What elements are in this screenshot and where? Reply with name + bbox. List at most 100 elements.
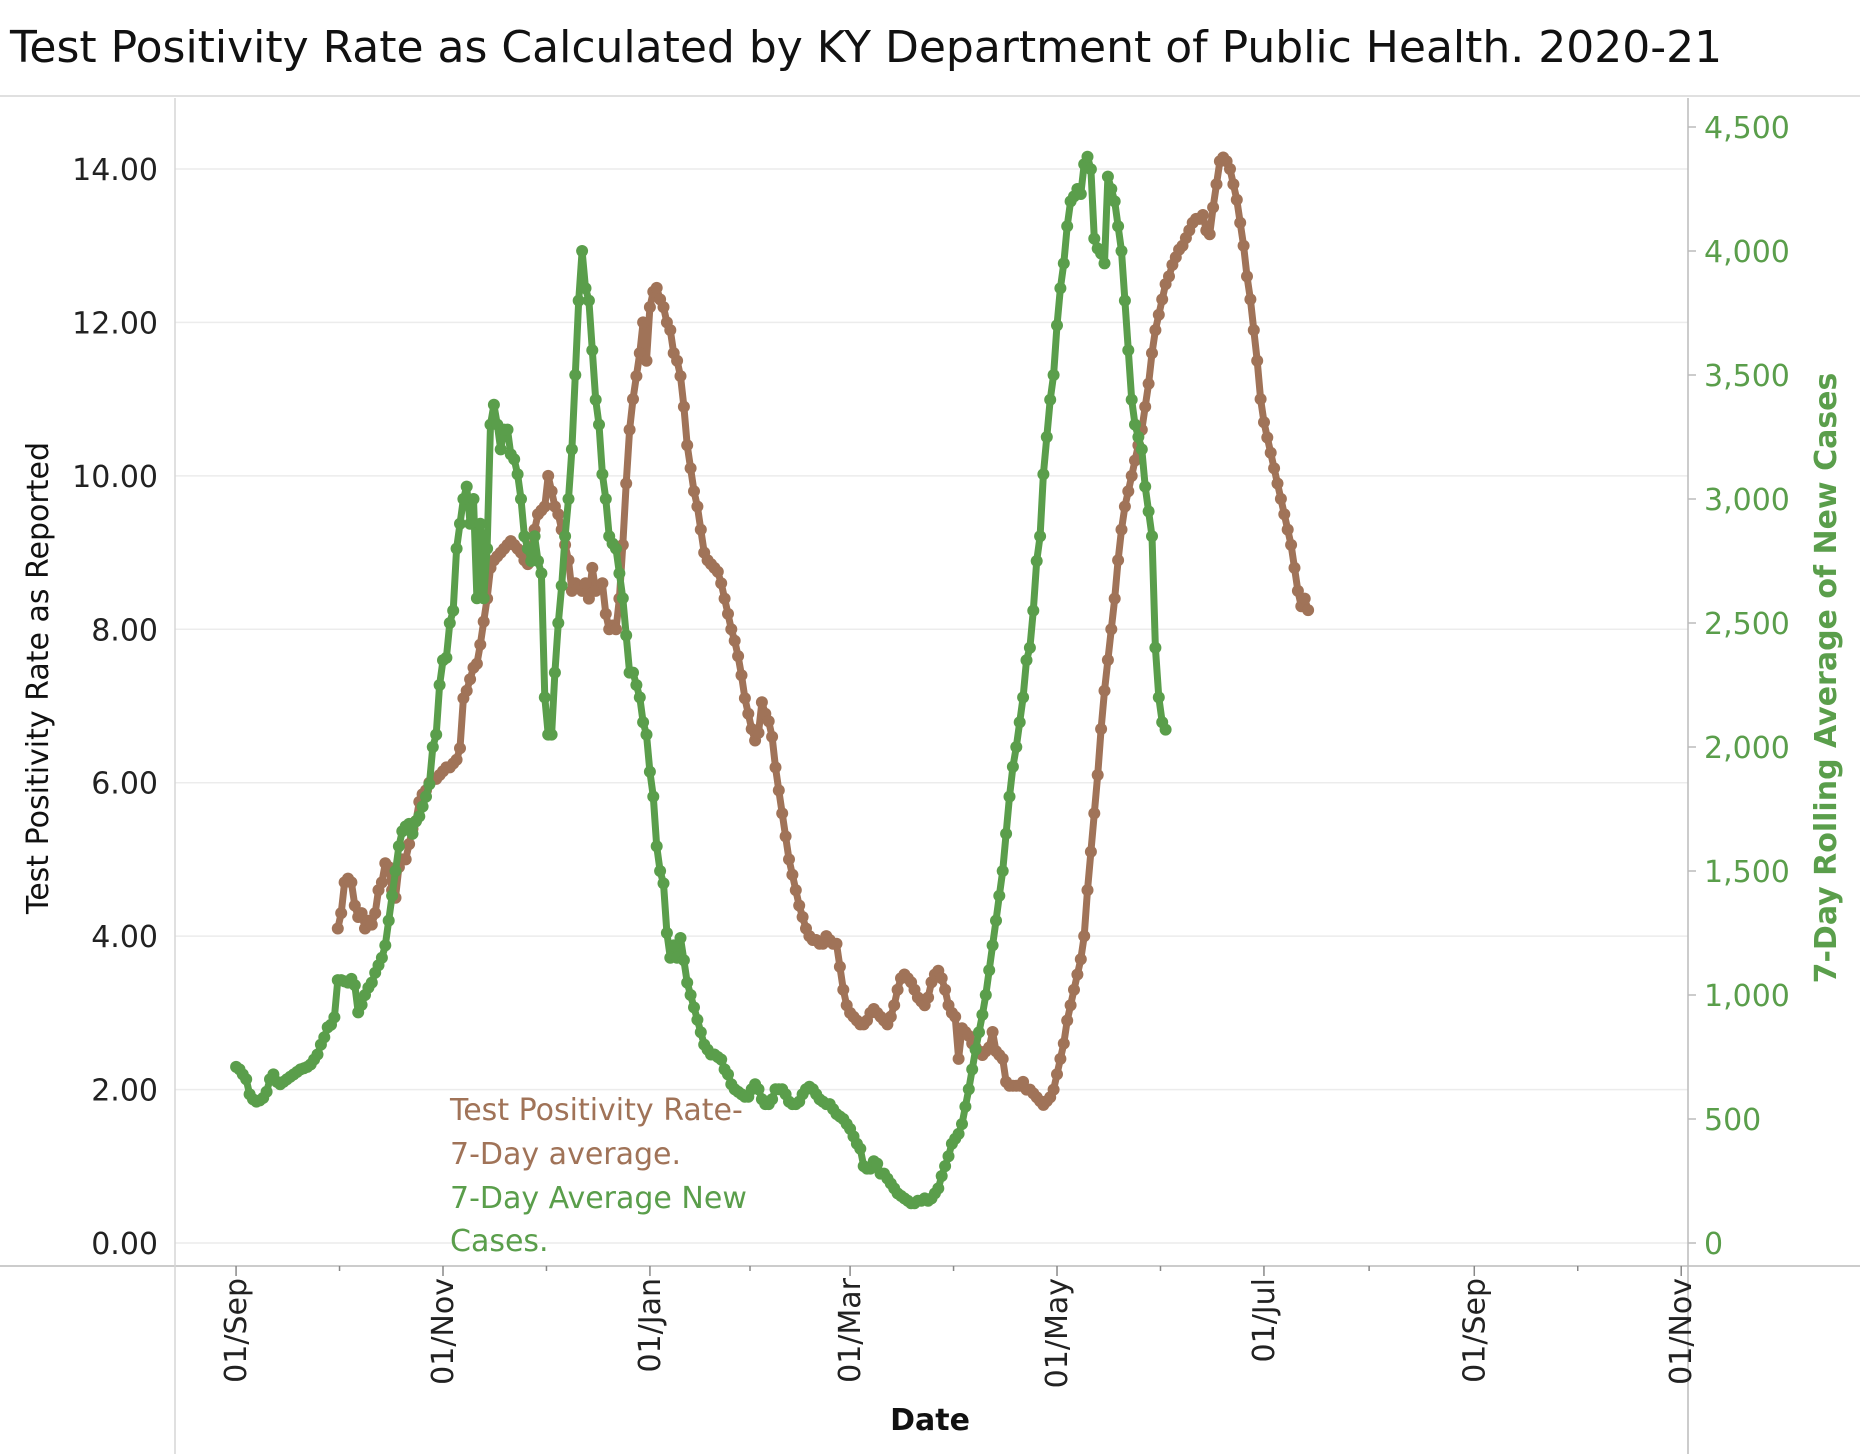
data-point-0-270	[1247, 324, 1260, 337]
data-point-0-245	[1163, 270, 1175, 283]
left-y-ticks: 0.00 2.00 4.00 6.00 8.00 10.00 12.00 14.00	[72, 153, 158, 1262]
data-point-0-258	[1207, 201, 1220, 214]
data-point-1-103	[579, 282, 592, 295]
data-point-1-133	[681, 976, 694, 989]
data-point-1-184	[854, 1142, 867, 1155]
data-point-1-265	[1129, 418, 1141, 431]
data-point-1-242	[1051, 319, 1063, 332]
data-point-0-243	[1156, 293, 1169, 306]
x-tick-label-6: 01/Sep	[1457, 1278, 1492, 1383]
data-point-0-86	[623, 423, 636, 436]
data-point-0-263	[1224, 163, 1236, 175]
data-point-0-101	[674, 370, 687, 383]
y2-tick-label-0: 0	[1704, 1227, 1723, 1262]
data-point-1-266	[1132, 431, 1145, 443]
data-point-1-213	[952, 1127, 965, 1140]
data-point-1-214	[956, 1118, 968, 1130]
data-point-1-224	[990, 914, 1002, 927]
data-point-1-132	[677, 954, 690, 967]
data-point-1-229	[1006, 760, 1019, 773]
data-point-1-257	[1101, 170, 1114, 183]
data-point-1-262	[1118, 294, 1131, 307]
y2-tick-label-6: 3,000	[1704, 483, 1790, 518]
data-point-0-118	[732, 650, 745, 663]
data-point-1-100	[569, 369, 582, 381]
data-point-1-210	[942, 1150, 955, 1163]
data-point-1-104	[582, 294, 595, 307]
data-point-1-231	[1013, 716, 1026, 729]
data-point-0-163	[884, 1010, 897, 1023]
data-point-1-264	[1125, 393, 1138, 406]
data-point-1-114	[616, 592, 629, 605]
data-point-0-240	[1146, 347, 1158, 360]
data-point-1-96	[555, 579, 568, 592]
data-point-0-115	[722, 607, 734, 620]
data-point-1-263	[1122, 344, 1135, 357]
data-point-0-78	[596, 577, 609, 590]
data-point-1-243	[1054, 282, 1067, 295]
data-point-0-269	[1244, 293, 1257, 306]
data-point-1-107	[593, 418, 605, 431]
data-point-0-128	[766, 730, 779, 743]
data-point-1-60	[433, 679, 446, 691]
data-point-0-132	[779, 830, 792, 843]
data-point-0-277	[1271, 477, 1284, 490]
data-point-1-237	[1034, 530, 1047, 543]
data-point-1-135	[688, 1001, 700, 1014]
data-point-1-223	[986, 939, 999, 952]
x-tick-label-2: 01/Jan	[633, 1278, 668, 1373]
data-point-1-95	[552, 617, 565, 629]
data-point-1-43	[375, 951, 388, 964]
data-point-1-226	[996, 865, 1009, 877]
data-point-1-62	[440, 651, 453, 664]
data-point-1-137	[694, 1026, 707, 1039]
data-point-1-136	[691, 1013, 704, 1026]
data-point-1-58	[426, 741, 439, 753]
data-point-1-267	[1135, 443, 1148, 456]
data-point-0-230	[1112, 554, 1125, 567]
data-point-0-229	[1108, 592, 1121, 605]
y-tick-label-3: 6.00	[91, 767, 158, 802]
data-point-0-276	[1268, 462, 1281, 475]
data-point-1-72	[474, 517, 487, 530]
data-point-1-109	[599, 493, 612, 505]
data-point-0-43	[477, 615, 490, 628]
y-tick-label-0: 0.00	[91, 1227, 158, 1262]
data-point-1-225	[993, 889, 1006, 902]
data-point-1-112	[610, 542, 622, 555]
data-point-1-85	[518, 530, 531, 543]
data-point-1-239	[1040, 431, 1053, 443]
data-point-1-261	[1115, 245, 1128, 257]
data-point-1-258	[1105, 183, 1118, 195]
y-tick-label-2: 4.00	[91, 920, 158, 955]
data-point-1-268	[1139, 480, 1152, 493]
data-point-0-113	[715, 577, 728, 590]
data-point-1-57	[423, 778, 436, 791]
data-point-0-38	[460, 684, 473, 697]
data-point-1-222	[983, 964, 996, 977]
data-point-0-100	[671, 354, 684, 367]
data-point-1-35	[348, 979, 361, 992]
data-point-0-255	[1196, 209, 1209, 221]
data-point-1-158	[766, 1093, 779, 1106]
data-point-1-122	[643, 765, 656, 778]
data-point-1-54	[413, 810, 426, 823]
x-tick-label-5: 01/Jul	[1247, 1278, 1282, 1362]
data-point-0-223	[1088, 807, 1101, 820]
data-point-1-260	[1112, 220, 1125, 233]
data-point-1-255	[1095, 247, 1108, 260]
data-point-0-235	[1129, 454, 1141, 467]
data-point-0-222	[1084, 845, 1097, 858]
data-point-0-129	[769, 761, 782, 774]
data-point-1-48	[392, 840, 405, 853]
data-point-1-29	[328, 1011, 341, 1024]
data-point-1-143	[715, 1053, 728, 1066]
data-point-1-123	[647, 790, 660, 803]
data-point-1-63	[443, 617, 456, 629]
data-point-1-221	[979, 989, 992, 1001]
data-point-0-234	[1125, 469, 1138, 482]
x-tick-label-1: 01/Nov	[426, 1278, 461, 1385]
data-point-0-107	[694, 523, 707, 536]
data-point-0-267	[1237, 239, 1250, 252]
